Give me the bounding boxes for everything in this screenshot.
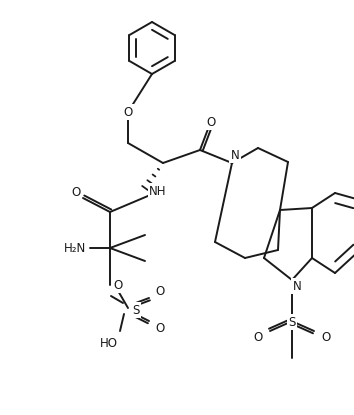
Text: HO: HO: [100, 337, 118, 349]
Text: O: O: [124, 105, 133, 119]
Text: N: N: [230, 149, 239, 161]
Text: H₂N: H₂N: [64, 242, 86, 254]
Text: S: S: [288, 315, 296, 329]
Text: O: O: [155, 322, 165, 334]
Text: NH: NH: [149, 185, 167, 198]
Text: O: O: [113, 278, 122, 291]
Text: O: O: [155, 285, 165, 298]
Text: O: O: [72, 186, 81, 198]
Text: O: O: [321, 330, 331, 344]
Text: S: S: [132, 303, 140, 317]
Text: O: O: [253, 330, 263, 344]
Text: N: N: [293, 279, 301, 293]
Text: N: N: [293, 279, 301, 293]
Text: O: O: [206, 115, 216, 129]
Text: N: N: [230, 149, 239, 161]
